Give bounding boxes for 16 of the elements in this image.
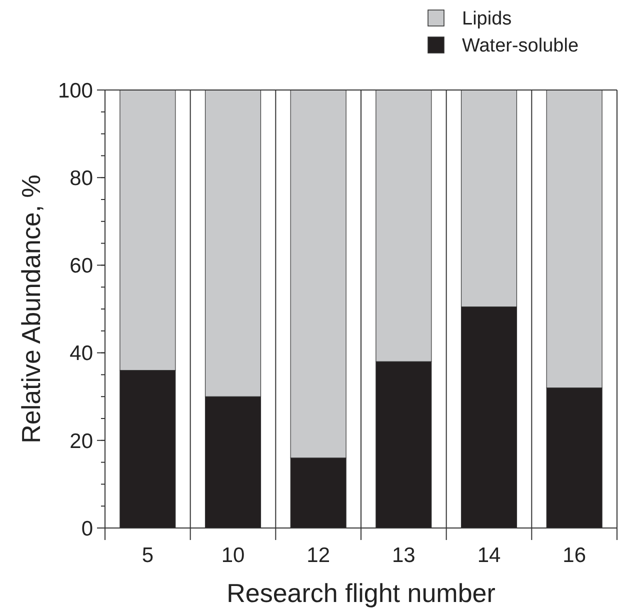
- y-tick-label: 60: [70, 254, 93, 278]
- x-tick-label: 16: [562, 544, 586, 567]
- y-axis-title: Relative Abundance, %: [16, 174, 46, 444]
- x-tick-label: 13: [392, 544, 416, 567]
- x-tick-label: 14: [477, 544, 501, 567]
- y-tick-label: 40: [70, 342, 93, 366]
- x-tick-label: 5: [142, 544, 154, 567]
- legend-label: Water-soluble: [462, 36, 579, 57]
- x-tick-label: 10: [221, 544, 245, 567]
- y-tick-label: 20: [70, 430, 93, 453]
- y-tick-label: 80: [70, 166, 93, 190]
- x-axis-title: Research flight number: [226, 578, 496, 608]
- legend-label: Lipids: [462, 8, 512, 30]
- y-tick-label: 100: [58, 79, 93, 102]
- y-tick-label: 0: [81, 517, 93, 540]
- x-tick-label: 12: [306, 544, 330, 567]
